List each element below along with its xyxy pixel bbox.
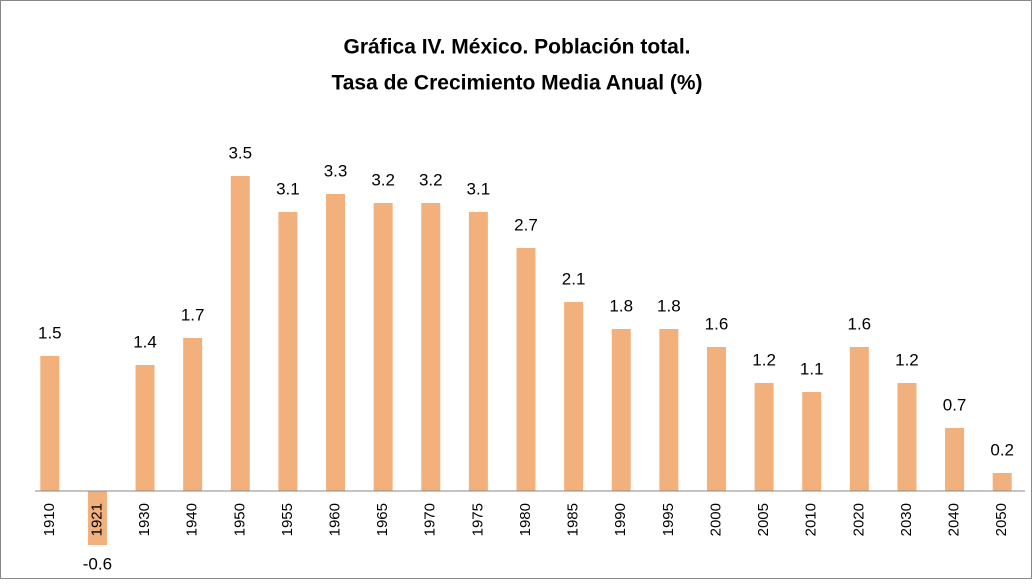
x-tick-label: 2010 [803,503,820,536]
x-tick-label: 1921 [88,503,105,536]
bar [326,194,346,491]
bar [135,365,155,491]
data-label: 1.5 [38,323,62,342]
x-tick-label: 1985 [565,503,582,536]
bar [373,203,393,491]
bar [516,248,536,491]
chart-title: Gráfica IV. México. Población total. [344,36,691,59]
bar [659,329,679,491]
bar [897,383,917,491]
bar [849,347,869,491]
bar [183,338,203,491]
data-label: 3.3 [324,161,348,180]
data-label: 1.1 [800,359,824,378]
data-label: 1.2 [752,350,776,369]
data-label: 1.7 [181,305,205,324]
bar [421,203,441,491]
data-label: 1.8 [657,296,681,315]
x-tick-label: 1980 [517,503,534,536]
x-tick-label: 2050 [993,503,1010,536]
x-tick-label: 1990 [612,503,629,536]
x-tick-label: 1940 [184,503,201,536]
data-label: 1.4 [133,332,157,351]
x-tick-label: 1950 [231,503,248,536]
x-tick-label: 2000 [707,503,724,536]
x-tick-label: 1975 [469,503,486,536]
bar [945,428,965,491]
data-label: 2.7 [514,215,538,234]
bar [87,491,107,545]
bar [564,302,584,491]
data-label: 3.5 [228,143,252,162]
x-tick-label: 1930 [136,503,153,536]
data-label: 3.2 [371,170,395,189]
data-label: 1.6 [705,314,729,333]
x-tick-label: 1955 [279,503,296,536]
data-label: 2.1 [562,269,586,288]
data-label: 3.1 [467,179,491,198]
data-label: 3.1 [276,179,300,198]
x-tick-label: 2030 [898,503,915,536]
bar [802,392,822,491]
data-label: 0.2 [990,440,1014,459]
x-tick-label: 1910 [41,503,58,536]
x-tick-label: 2020 [850,503,867,536]
x-tick-label: 1965 [374,503,391,536]
x-tick-label: 2005 [755,503,772,536]
x-tick-label: 1960 [326,503,343,536]
bar [706,347,726,491]
bar [992,473,1012,491]
bar [468,212,488,491]
x-tick-label: 1995 [660,503,677,536]
x-tick-label: 1970 [422,503,439,536]
data-label: 1.2 [895,350,919,369]
bar [754,383,774,491]
bar [611,329,631,491]
chart-title: Tasa de Crecimiento Media Anual (%) [331,72,702,95]
data-label: -0.6 [83,554,112,573]
data-label: 0.7 [943,395,967,414]
data-label: 1.6 [848,314,872,333]
bar [230,176,250,491]
data-label: 1.8 [609,296,633,315]
x-tick-label: 2040 [946,503,963,536]
data-label: 3.2 [419,170,443,189]
bar [278,212,298,491]
bar [40,356,60,491]
